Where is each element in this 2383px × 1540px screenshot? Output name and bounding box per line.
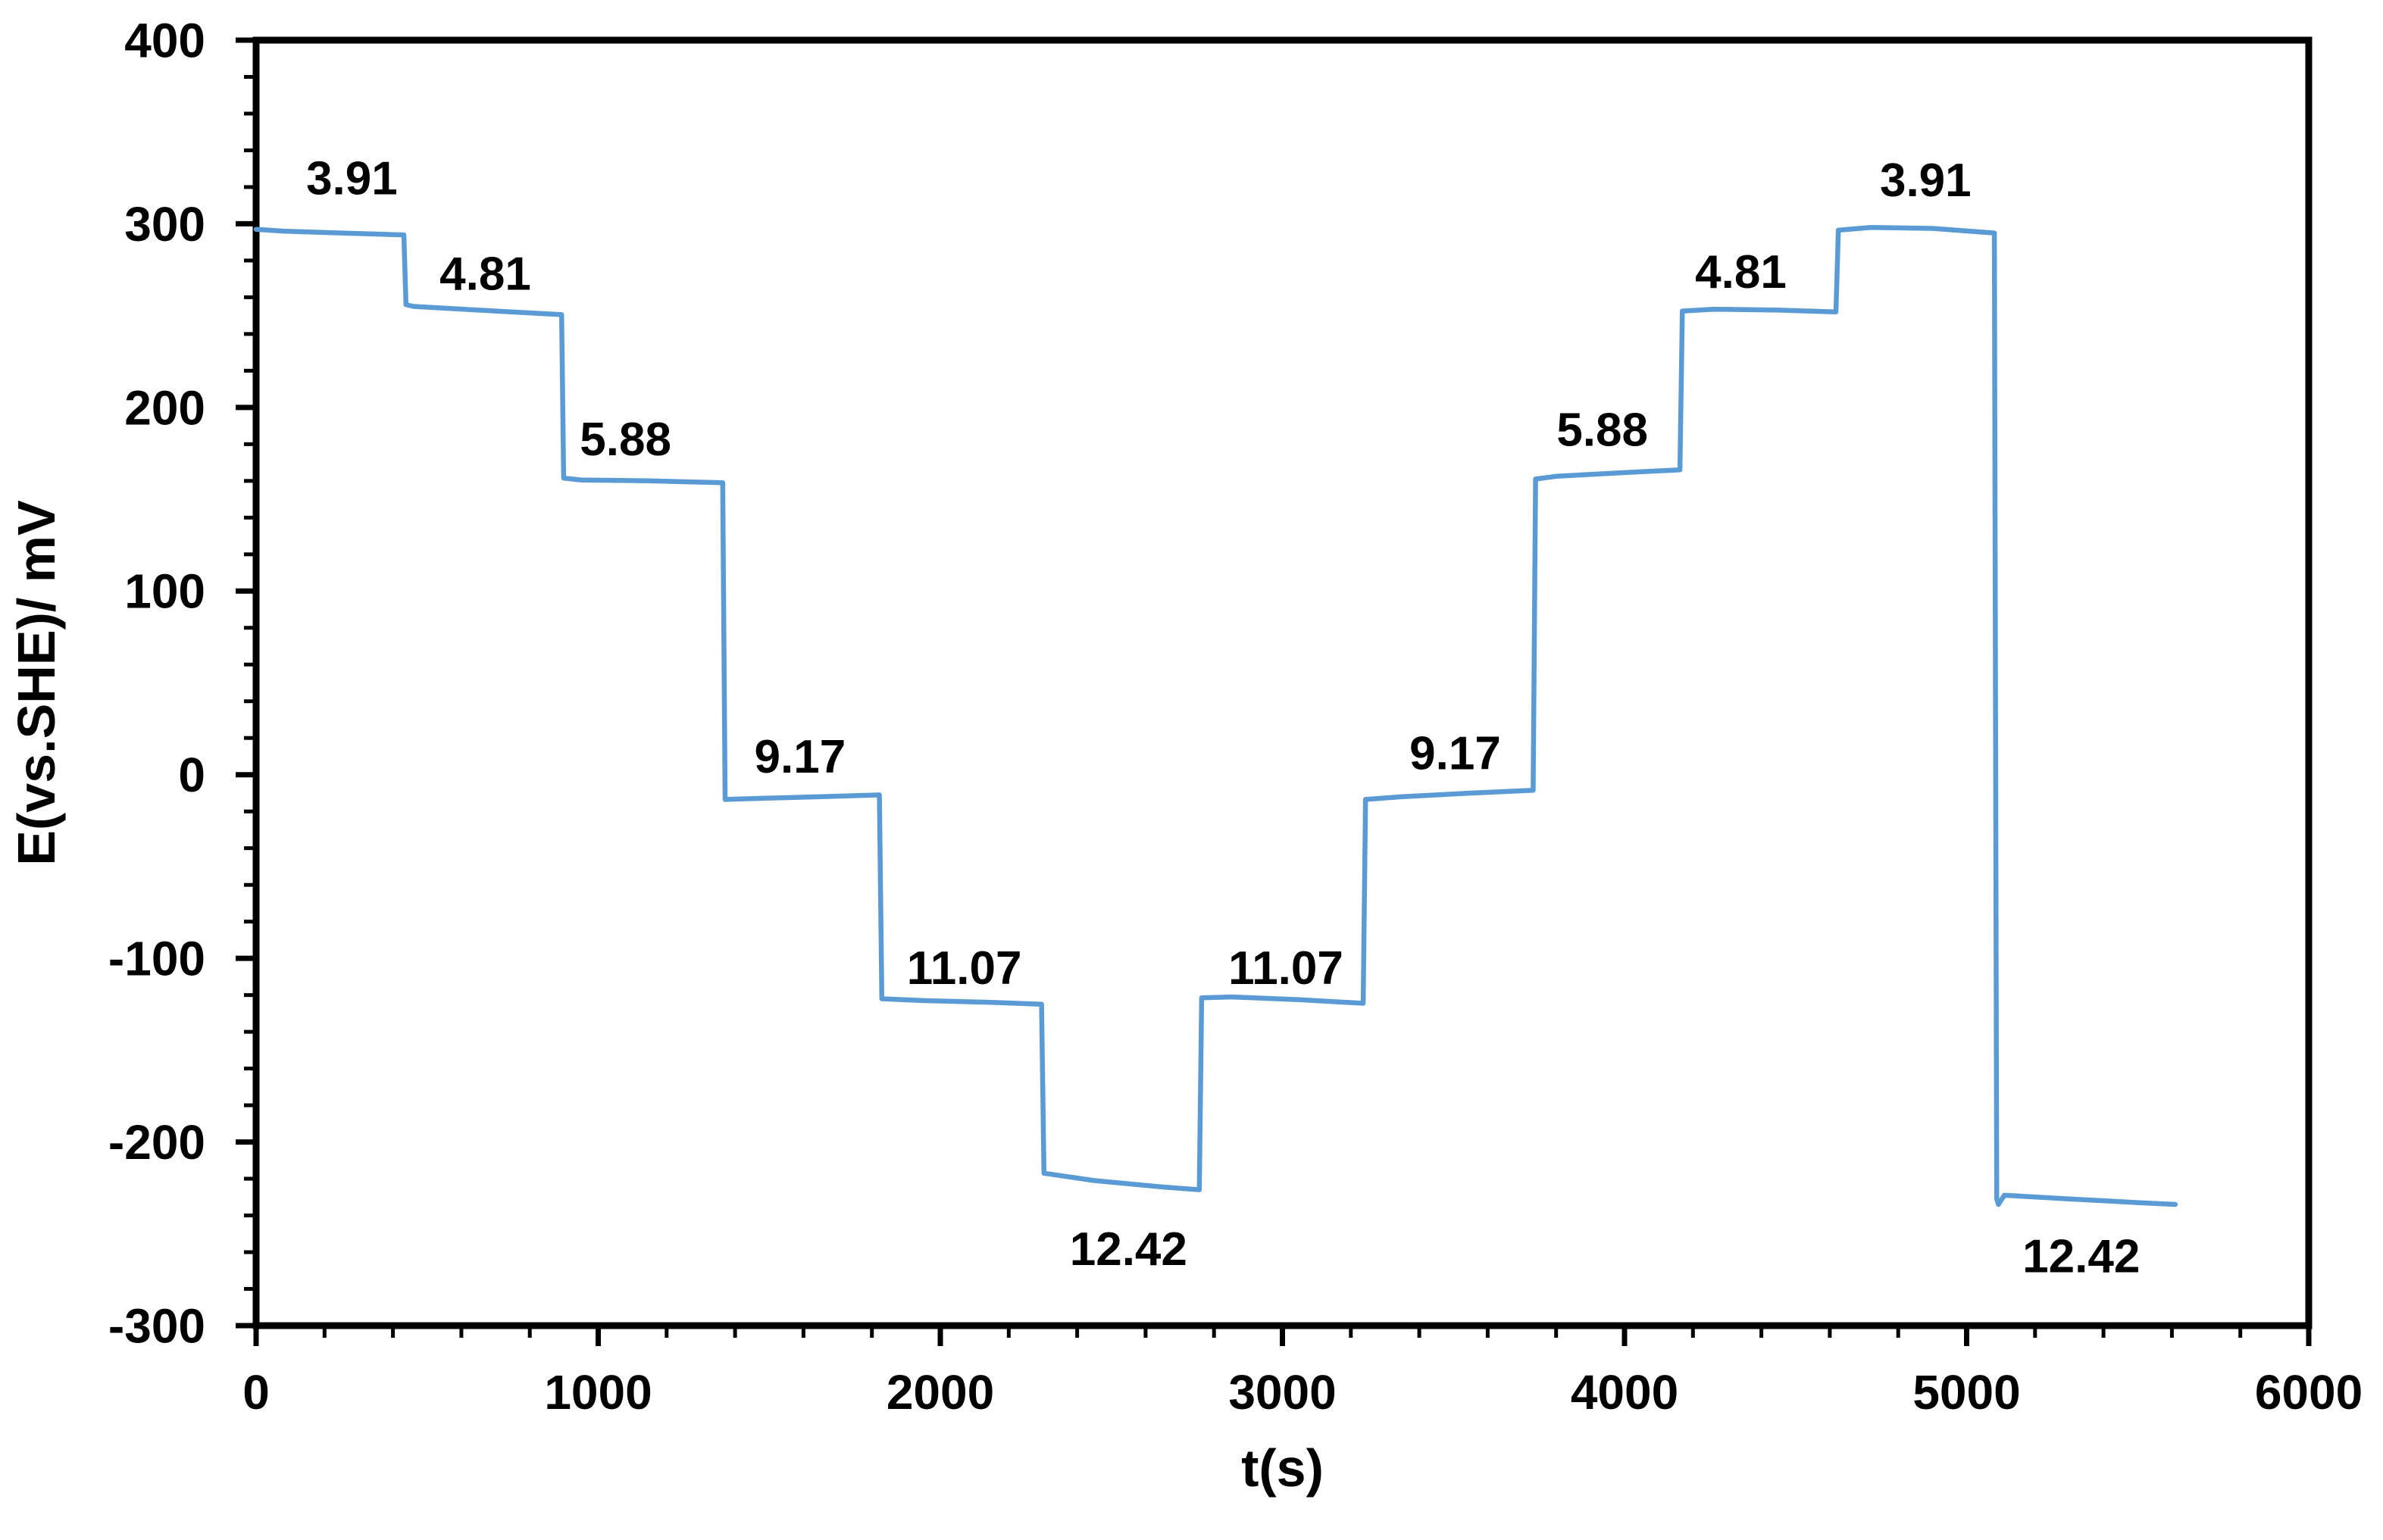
ph-step-label: 9.17 — [1409, 727, 1501, 779]
y-tick-label: 200 — [124, 380, 205, 435]
y-tick-label: -300 — [108, 1298, 205, 1353]
y-tick-label: 0 — [178, 748, 205, 802]
ph-step-label: 12.42 — [1070, 1223, 1187, 1276]
x-tick-label: 4000 — [1571, 1365, 1678, 1420]
x-tick-label: 3000 — [1228, 1365, 1336, 1420]
x-tick-label: 2000 — [887, 1365, 994, 1420]
ph-step-label: 4.81 — [439, 248, 531, 301]
ph-step-label: 12.42 — [2022, 1231, 2140, 1283]
ph-step-label: 9.17 — [755, 731, 846, 783]
x-tick-label: 1000 — [544, 1365, 652, 1420]
x-axis-title: t(s) — [1241, 1438, 1324, 1498]
x-tick-label: 6000 — [2255, 1365, 2363, 1420]
ph-step-label: 11.07 — [907, 942, 1022, 995]
y-tick-label: 300 — [124, 197, 205, 251]
y-tick-label: -100 — [108, 932, 205, 986]
ph-step-label: 4.81 — [1695, 246, 1787, 298]
ph-step-label: 5.88 — [580, 414, 671, 466]
ph-step-label: 3.91 — [306, 153, 398, 205]
series-line — [253, 225, 2178, 1207]
x-tick-label: 5000 — [1912, 1365, 2020, 1420]
y-tick-label: 100 — [124, 564, 205, 619]
ph-step-label: 3.91 — [1880, 155, 1972, 207]
y-axis-title: E(vs.SHE)/ mV — [7, 500, 66, 866]
ph-step-label: 5.88 — [1556, 405, 1648, 457]
x-tick-label: 0 — [242, 1365, 270, 1420]
y-tick-label: 400 — [124, 13, 205, 67]
ph-step-label: 11.07 — [1228, 942, 1343, 995]
y-tick-label: -200 — [108, 1115, 205, 1170]
